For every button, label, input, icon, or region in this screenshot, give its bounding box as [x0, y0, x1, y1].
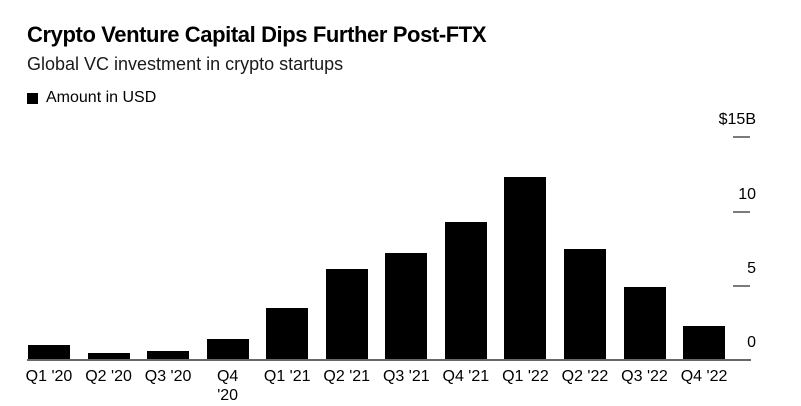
x-axis-label: Q1 '22	[502, 368, 549, 385]
y-axis-label: 0	[747, 334, 756, 351]
legend: Amount in USD	[27, 90, 156, 106]
bar	[563, 249, 606, 360]
bar	[683, 326, 726, 360]
bar	[206, 339, 249, 360]
y-axis-label: 5	[747, 259, 756, 277]
bar	[28, 345, 70, 360]
legend-label: Amount in USD	[46, 89, 157, 106]
bar	[504, 177, 547, 360]
y-axis-label: 10	[738, 185, 756, 203]
x-axis-label: Q2 '20	[85, 368, 132, 385]
bar	[325, 269, 368, 360]
x-axis-label: Q1 '21	[263, 368, 311, 385]
chart-title: Crypto Venture Capital Dips Further Post…	[27, 22, 487, 47]
x-axis-label: Q2 '22	[561, 368, 609, 385]
x-axis-label: Q4 '21	[442, 368, 490, 385]
x-axis-label: Q4 '20	[216, 368, 239, 404]
bar	[444, 222, 487, 360]
y-axis-tick	[733, 210, 750, 213]
y-axis-label: $15B	[718, 111, 756, 129]
bar	[147, 351, 190, 360]
y-axis-tick	[733, 136, 750, 139]
x-axis-line	[27, 359, 751, 361]
legend-swatch-icon	[27, 92, 38, 104]
bar	[87, 353, 130, 360]
x-axis-label: Q1 '20	[25, 368, 73, 385]
bar	[385, 253, 428, 360]
x-axis-label: Q3 '21	[382, 368, 430, 385]
bar	[266, 308, 309, 360]
x-axis-label: Q4 '22	[680, 368, 728, 385]
bar	[623, 287, 666, 360]
x-axis-label: Q3 '20	[144, 368, 192, 385]
y-axis-tick	[733, 284, 750, 287]
chart-subtitle: Global VC investment in crypto startups	[27, 54, 344, 74]
x-axis-label: Q3 '22	[621, 368, 668, 385]
x-axis-label: Q2 '21	[323, 368, 371, 385]
